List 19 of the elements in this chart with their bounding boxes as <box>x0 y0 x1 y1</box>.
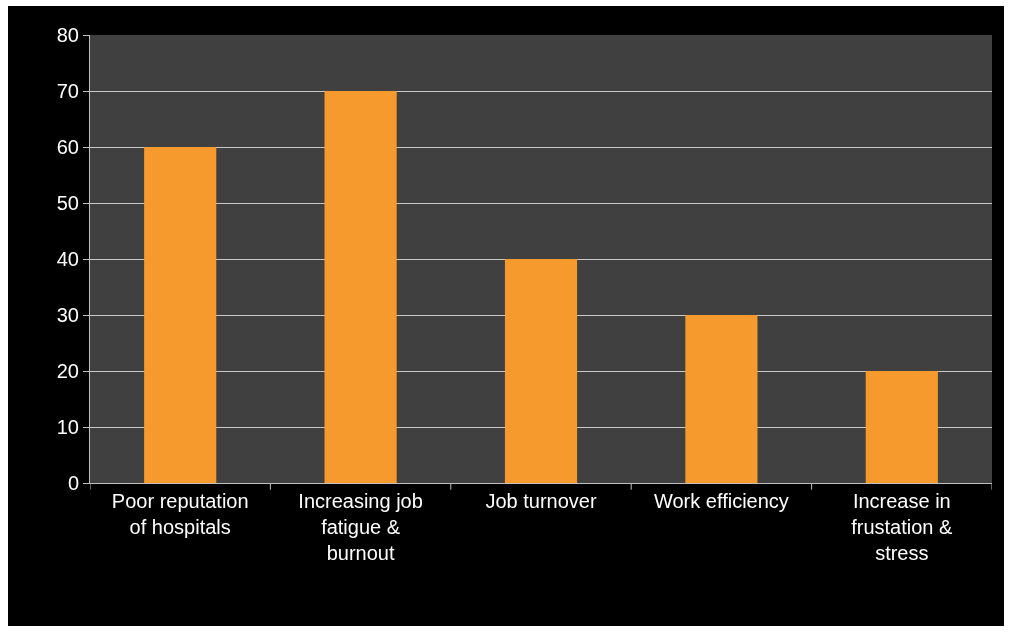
x-tick-label: Increasing job fatigue & burnout <box>298 490 423 564</box>
y-tick-label: 10 <box>56 416 79 438</box>
y-tick-label: 70 <box>56 80 79 102</box>
y-tick-label: 80 <box>56 24 79 46</box>
bar <box>504 259 578 483</box>
x-tick-label: Poor reputation of hospitals <box>111 490 249 538</box>
y-tick-label: 30 <box>56 304 79 326</box>
y-tick-label: 20 <box>56 360 79 382</box>
bar <box>685 315 758 483</box>
bar <box>324 91 397 483</box>
y-tick-label: 40 <box>56 248 79 270</box>
x-tick-label: Work efficiency <box>653 490 789 512</box>
y-tick-label: 50 <box>56 192 79 214</box>
bar <box>865 371 938 483</box>
bar <box>144 147 217 483</box>
x-tick-label: Job turnover <box>485 490 597 512</box>
y-tick-label: 60 <box>56 136 79 158</box>
y-tick-label: 0 <box>67 472 79 494</box>
x-tick-label: Increase in frustation & stress <box>851 490 954 564</box>
